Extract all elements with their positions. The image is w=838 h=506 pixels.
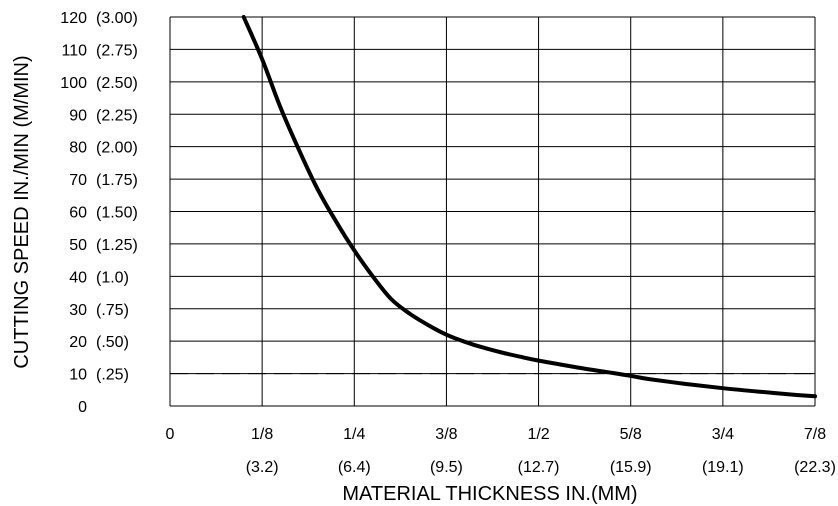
- y-tick-metric-label: (2.25): [96, 107, 138, 124]
- x-tick-label: 1/4: [343, 426, 365, 443]
- x-tick-metric-label: (9.5): [430, 459, 463, 476]
- y-tick-label: 80: [69, 140, 87, 157]
- y-tick-label: 10: [69, 367, 87, 384]
- x-tick-metric-label: (15.9): [610, 459, 652, 476]
- y-tick-label: 60: [69, 205, 87, 222]
- y-tick-label: 50: [69, 237, 87, 254]
- y-tick-label: 20: [69, 334, 87, 351]
- y-tick-metric-label: (.25): [96, 367, 129, 384]
- x-tick-label: 1/8: [251, 426, 273, 443]
- x-tick-label: 1/2: [527, 426, 549, 443]
- y-tick-label: 70: [69, 172, 87, 189]
- y-tick-metric-label: (1.50): [96, 205, 138, 222]
- grid-layer: [169, 16, 816, 407]
- x-tick-metric-label: (19.1): [702, 459, 744, 476]
- y-tick-metric-label: (.50): [96, 334, 129, 351]
- x-tick-metric-label: (3.2): [246, 459, 279, 476]
- y-tick-label: 40: [69, 269, 87, 286]
- x-tick-label: 0: [166, 426, 175, 443]
- y-tick-label: 90: [69, 107, 87, 124]
- x-tick-label: 3/4: [712, 426, 734, 443]
- y-tick-metric-label: (3.00): [96, 10, 138, 27]
- y-tick-label: 100: [60, 75, 87, 92]
- y-tick-label: 30: [69, 302, 87, 319]
- y-tick-label: 110: [61, 42, 87, 59]
- y-tick-metric-label: (2.50): [96, 75, 138, 92]
- x-tick-label: 3/8: [435, 426, 457, 443]
- y-tick-metric-label: (1.0): [96, 269, 129, 286]
- x-tick-label: 5/8: [620, 426, 642, 443]
- y-tick-metric-label: (1.75): [96, 172, 138, 189]
- curve-layer: [241, 15, 817, 399]
- x-tick-metric-label: (22.3): [794, 459, 836, 476]
- y-tick-metric-label: (2.75): [96, 42, 138, 59]
- x-axis-title: MATERIAL THICKNESS IN.(MM): [342, 483, 637, 505]
- y-tick-metric-label: (1.25): [96, 237, 138, 254]
- y-axis-title: CUTTING SPEED IN./MIN (M/MIN): [11, 55, 33, 368]
- y-tick-labels: 0 10 (.25) 20 (.50) 30 (.75) 40 (1.0) 50 (1.25) 60 (…: [60, 10, 138, 416]
- x-tick-label: 7/8: [804, 426, 826, 443]
- y-tick-label: 0: [78, 399, 87, 416]
- y-tick-label: 120: [60, 10, 87, 27]
- y-tick-metric-label: (2.00): [96, 140, 138, 157]
- x-tick-labels: 0 1/8 (3.2) 1/4 (6.4) 3/8 (9.5) 1/2 (12.7) 5/8 (15…: [166, 426, 836, 476]
- y-tick-metric-label: (.75): [96, 302, 129, 319]
- x-tick-metric-label: (12.7): [518, 459, 560, 476]
- x-tick-metric-label: (6.4): [338, 459, 371, 476]
- cutting-speed-curve: [241, 15, 817, 399]
